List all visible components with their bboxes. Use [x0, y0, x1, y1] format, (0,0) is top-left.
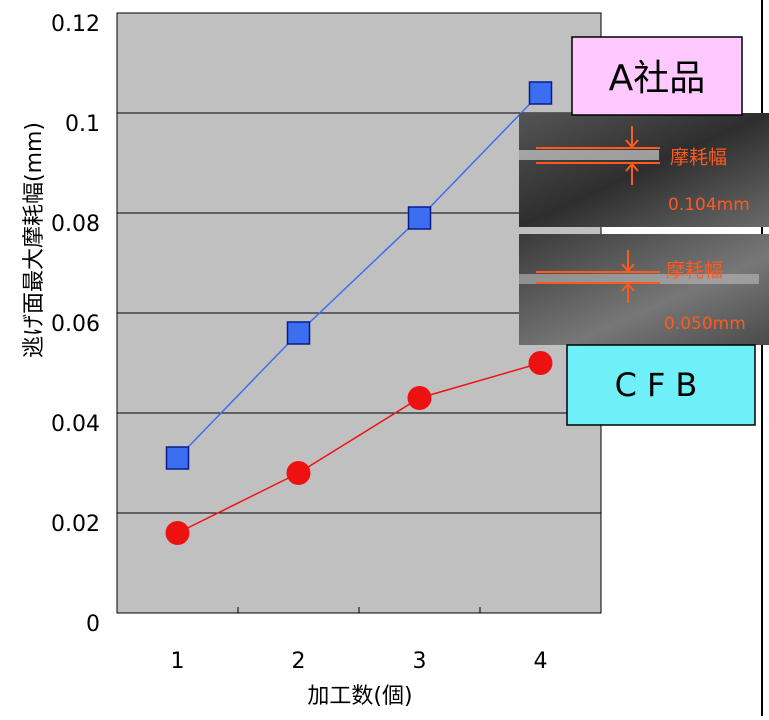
point [530, 82, 552, 104]
point [167, 447, 189, 469]
page: 加工数(個) 逃げ面最大摩耗幅(mm) 摩耗幅 0.104mm 摩耗幅 0.05… [0, 0, 769, 716]
annotation: 摩耗幅 [666, 260, 723, 282]
y-tick-label: 0.06 [51, 312, 100, 337]
chart: 加工数(個) 逃げ面最大摩耗幅(mm) 摩耗幅 0.104mm 摩耗幅 0.05… [0, 0, 769, 716]
legend-label: A社品 [609, 58, 706, 99]
y-tick-label: 0.12 [51, 12, 100, 37]
y-tick-label: 0.04 [51, 412, 100, 437]
x-tick-label: 1 [171, 649, 185, 674]
x-tick-label: 2 [292, 649, 306, 674]
annotation: 0.104mm [668, 195, 750, 215]
point [287, 461, 311, 485]
point [409, 207, 431, 229]
annotation: 0.050mm [664, 314, 746, 334]
x-tick-label: 4 [534, 649, 548, 674]
y-tick-label: 0.1 [65, 112, 100, 137]
y-tick-label: 0.08 [51, 212, 100, 237]
x-tick-label: 3 [413, 649, 427, 674]
point [166, 521, 190, 545]
x-axis-label: 加工数(個) [307, 684, 412, 709]
y-tick-label: 0 [86, 612, 100, 637]
point [288, 322, 310, 344]
photo-detail [519, 150, 659, 160]
y-tick-label: 0.02 [51, 512, 100, 537]
point [408, 386, 432, 410]
annotation: 摩耗幅 [670, 147, 727, 169]
point [529, 351, 553, 375]
legend-label: CFB [615, 366, 708, 404]
y-axis-label: 逃げ面最大摩耗幅(mm) [22, 122, 47, 358]
